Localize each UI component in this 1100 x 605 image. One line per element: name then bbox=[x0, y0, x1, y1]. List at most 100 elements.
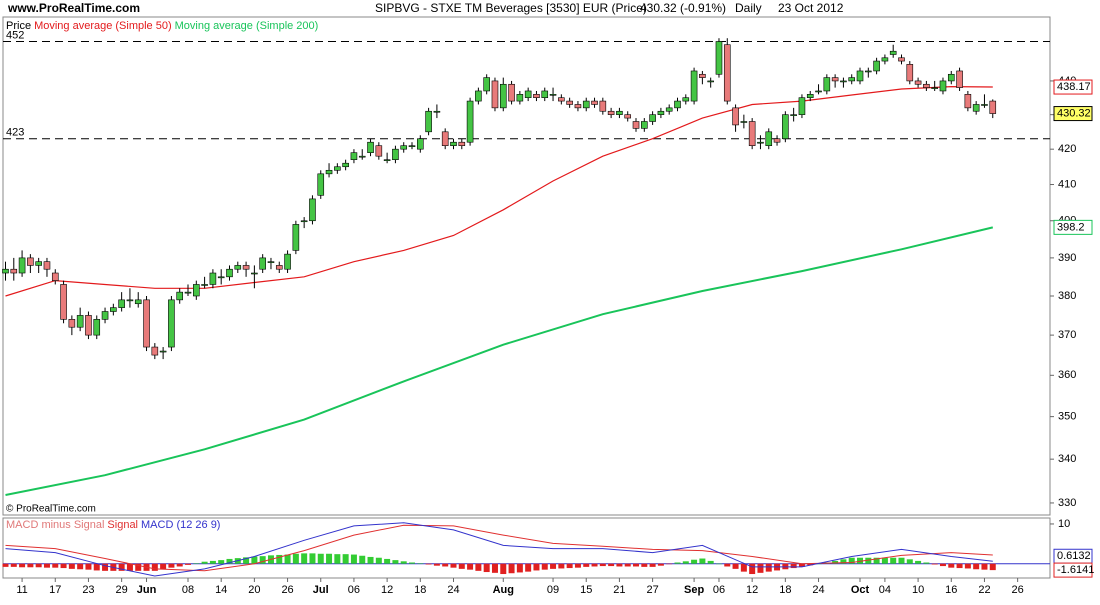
x-tick-label: Aug bbox=[493, 584, 514, 596]
histogram-bar bbox=[857, 557, 864, 564]
x-tick-label: 17 bbox=[49, 584, 61, 596]
candle-body bbox=[765, 131, 773, 146]
candle-body bbox=[251, 272, 258, 275]
value-label: -1.6141 bbox=[1057, 564, 1094, 576]
histogram-bar bbox=[898, 557, 905, 564]
legend-signal: Signal bbox=[107, 519, 138, 531]
x-tick-label: 12 bbox=[746, 584, 758, 596]
candle-body bbox=[582, 100, 590, 109]
histogram-bar bbox=[342, 554, 349, 564]
histogram-bar bbox=[674, 562, 681, 564]
candle-body bbox=[118, 299, 125, 308]
x-tick-label: 06 bbox=[348, 584, 360, 596]
histogram-bar bbox=[375, 557, 382, 564]
candle-body bbox=[209, 272, 217, 285]
histogram-bar bbox=[715, 563, 722, 565]
histogram-bar bbox=[102, 563, 109, 571]
histogram-bar bbox=[126, 563, 133, 571]
candle-body bbox=[757, 141, 764, 144]
histogram-bar bbox=[732, 563, 739, 569]
histogram-bar bbox=[525, 563, 532, 572]
macd-line bbox=[5, 524, 993, 572]
legend-price: Price bbox=[6, 20, 31, 32]
x-tick-label: Jun bbox=[137, 584, 157, 596]
header-period: Daily bbox=[735, 1, 762, 15]
candle-body bbox=[914, 80, 922, 85]
candle-body bbox=[798, 97, 806, 115]
candle-body bbox=[790, 114, 797, 116]
moving-average bbox=[5, 85, 993, 297]
histogram-bar bbox=[599, 563, 606, 567]
candle-body bbox=[151, 346, 159, 356]
candle-body bbox=[275, 265, 283, 270]
candle-body bbox=[217, 276, 225, 279]
value-label: 398.2 bbox=[1057, 221, 1085, 233]
histogram-bar bbox=[226, 558, 233, 564]
histogram-bar bbox=[334, 554, 341, 564]
histogram-bar bbox=[939, 563, 946, 567]
histogram-bar bbox=[633, 563, 640, 567]
histogram-bar bbox=[425, 563, 432, 565]
candle-body bbox=[840, 80, 847, 83]
histogram-bar bbox=[276, 554, 283, 564]
histogram-bar bbox=[218, 560, 225, 564]
candle-body bbox=[541, 90, 549, 98]
y-tick-label: 330 bbox=[1058, 497, 1076, 509]
header-date: 23 Oct 2012 bbox=[778, 1, 844, 15]
candle-body bbox=[168, 299, 175, 348]
candle-body bbox=[881, 57, 889, 62]
value-box bbox=[1053, 562, 1093, 578]
candle-body bbox=[508, 83, 515, 102]
macd-line bbox=[5, 522, 993, 577]
header-last: 430.32 (-0.91%) bbox=[640, 1, 726, 15]
candle-body bbox=[516, 94, 524, 102]
candle-body bbox=[425, 110, 432, 133]
y-tick-label: 370 bbox=[1058, 329, 1076, 341]
histogram-bar bbox=[981, 563, 988, 570]
candle-body bbox=[176, 291, 184, 301]
candle-body bbox=[309, 198, 316, 222]
x-tick-label: 11 bbox=[16, 584, 27, 596]
candle-body bbox=[350, 152, 358, 160]
histogram-bar bbox=[392, 560, 399, 564]
histogram-bar bbox=[309, 553, 316, 564]
candle-body bbox=[334, 166, 341, 171]
histogram-bar bbox=[948, 563, 955, 568]
x-tick-label: 26 bbox=[281, 584, 293, 596]
histogram-bar bbox=[433, 563, 440, 566]
histogram-bar bbox=[682, 561, 689, 564]
legend-macd: MACD (12 26 9) bbox=[141, 519, 220, 531]
histogram-bar bbox=[815, 563, 822, 565]
value-label: 438.17 bbox=[1057, 81, 1091, 93]
candle-body bbox=[317, 173, 325, 196]
histogram-bar bbox=[168, 563, 175, 568]
histogram-bar bbox=[326, 553, 333, 564]
y-tick-label: 390 bbox=[1058, 252, 1076, 264]
candle-body bbox=[848, 77, 856, 82]
candle-body bbox=[773, 138, 781, 143]
candle-body bbox=[35, 261, 42, 266]
candle-body bbox=[184, 291, 192, 294]
candle-body bbox=[690, 70, 698, 102]
candle-body bbox=[981, 104, 988, 106]
candle-body bbox=[748, 121, 756, 146]
candle-body bbox=[242, 265, 250, 270]
candle-body bbox=[458, 141, 466, 146]
histogram-bar bbox=[160, 563, 167, 570]
value-box bbox=[1053, 79, 1093, 95]
candle-body bbox=[101, 311, 109, 320]
candle-body bbox=[674, 100, 681, 109]
candle-body bbox=[972, 104, 980, 112]
y-tick-label: 420 bbox=[1058, 143, 1076, 155]
candle-body bbox=[234, 265, 242, 270]
x-tick-label: 10 bbox=[912, 584, 924, 596]
histogram-bar bbox=[691, 559, 698, 564]
histogram-bar bbox=[989, 563, 996, 571]
histogram-bar bbox=[19, 563, 26, 568]
candle-body bbox=[367, 141, 374, 153]
histogram-bar bbox=[964, 563, 971, 569]
x-tick-label: Jul bbox=[313, 584, 329, 596]
candle-body bbox=[193, 284, 200, 297]
